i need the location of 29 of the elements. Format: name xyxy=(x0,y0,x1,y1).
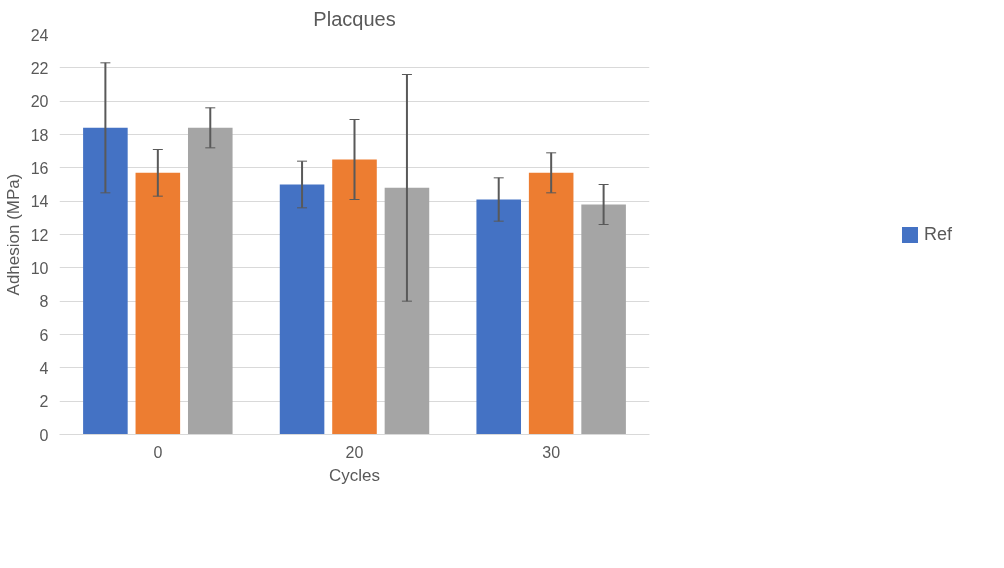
bar xyxy=(83,127,128,435)
y-tick-label: 10 xyxy=(30,259,49,277)
y-tick-label: 16 xyxy=(30,159,49,177)
y-tick-label: 6 xyxy=(39,326,49,344)
bar xyxy=(528,172,574,435)
y-tick-label: 14 xyxy=(30,193,49,211)
y-tick-label: 20 xyxy=(30,93,49,111)
y-tick-label: 18 xyxy=(30,126,49,144)
y-axis-title: Adhesion (MPa) xyxy=(3,173,23,296)
chart-title: Placques xyxy=(313,7,396,30)
y-tick-label: 8 xyxy=(39,293,49,311)
bar xyxy=(581,204,626,435)
bar xyxy=(384,187,430,435)
y-tick-label: 12 xyxy=(30,226,49,244)
x-tick-label: 0 xyxy=(153,443,163,461)
y-tick-label: 0 xyxy=(39,426,49,444)
x-tick-label: 30 xyxy=(542,443,561,461)
bar xyxy=(279,184,325,435)
y-tick-label: 22 xyxy=(30,59,49,77)
y-tick-label: 24 xyxy=(30,26,49,44)
y-tick-label: 4 xyxy=(39,359,49,377)
x-tick-label: 20 xyxy=(345,443,364,461)
bar xyxy=(332,159,377,435)
x-axis-title: Cycles xyxy=(329,465,381,485)
bar xyxy=(187,127,233,435)
bar xyxy=(135,172,181,435)
y-tick-label: 2 xyxy=(39,393,49,411)
bar xyxy=(476,199,522,435)
legend-label: Ref xyxy=(923,223,953,245)
